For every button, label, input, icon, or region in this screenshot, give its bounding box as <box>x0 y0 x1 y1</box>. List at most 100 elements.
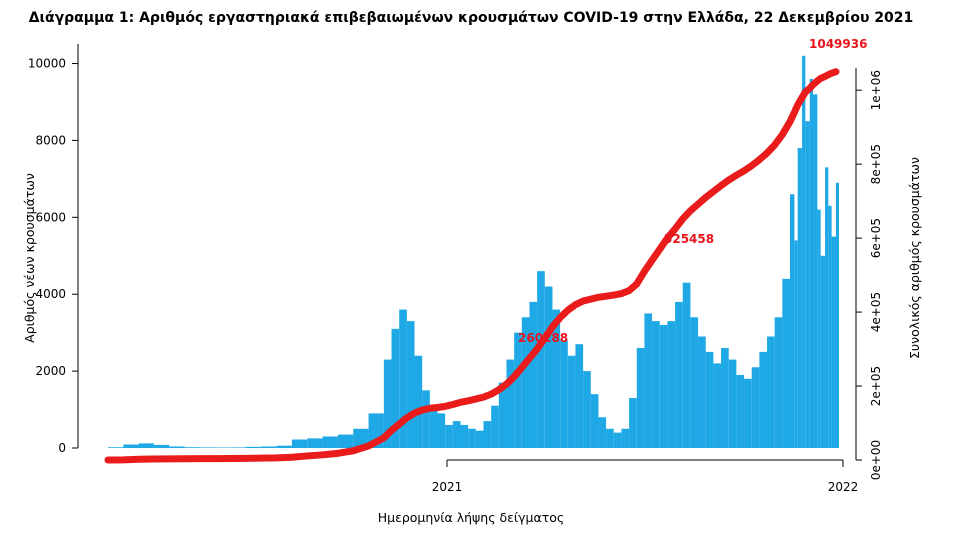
bar <box>613 432 622 448</box>
bar <box>782 278 791 448</box>
bar <box>598 417 607 448</box>
bar <box>728 359 737 448</box>
bar <box>583 371 591 448</box>
y2-tick-label: 1e+06 <box>869 70 883 110</box>
bar <box>506 359 515 448</box>
bar <box>817 209 821 448</box>
x-axis-title: Ημερομηνία λήψης δείγματος <box>378 510 565 525</box>
bar <box>828 205 832 448</box>
bar <box>245 446 262 448</box>
y-tick-label: 2000 <box>35 364 66 378</box>
y2-tick-label: 8e+05 <box>869 144 883 184</box>
bar <box>276 445 292 448</box>
bar <box>552 309 561 448</box>
bar <box>475 430 484 448</box>
bar <box>675 301 683 448</box>
bar <box>383 359 392 448</box>
annotation-total-latest: 1049936 <box>809 37 867 51</box>
bar <box>199 447 216 448</box>
bar <box>621 428 630 448</box>
bar <box>682 282 691 448</box>
bar <box>705 351 714 448</box>
y-axis-title: Αριθμός νέων κρουσμάτων <box>22 173 37 343</box>
bar <box>774 317 783 448</box>
x-axis: 2021 2022 <box>432 459 859 494</box>
bar <box>690 317 699 448</box>
bar <box>794 240 798 448</box>
bar <box>514 332 522 448</box>
bar <box>721 348 729 448</box>
bar <box>437 413 446 448</box>
bar <box>560 340 568 448</box>
x-tick-label-2022: 2022 <box>828 480 859 494</box>
bar <box>291 439 308 448</box>
y-tick-label: 10000 <box>28 57 66 71</box>
bar <box>698 336 706 448</box>
bar <box>337 434 354 448</box>
bar <box>521 317 530 448</box>
bar <box>307 438 323 448</box>
bar <box>108 447 124 448</box>
bar <box>606 428 614 448</box>
bar <box>429 405 438 448</box>
bar <box>659 324 668 448</box>
bar <box>414 355 423 448</box>
left-y-axis: 0 2000 4000 6000 8000 10000 <box>28 44 79 455</box>
y2-tick-label: 6e+05 <box>869 218 883 258</box>
bar <box>744 378 752 448</box>
y-tick-label: 6000 <box>35 210 66 224</box>
bar <box>491 405 499 448</box>
annotation-total-mid: 525458 <box>664 232 714 246</box>
bar <box>809 78 814 448</box>
bar <box>820 255 826 448</box>
y2-tick-label: 4e+05 <box>869 292 883 332</box>
bar <box>825 167 829 448</box>
bar <box>567 355 576 448</box>
y2-tick-label: 0e+00 <box>869 440 883 480</box>
bar <box>391 328 400 448</box>
bar <box>805 121 810 448</box>
right-y-axis: 0e+00 2e+05 4e+05 6e+05 8e+05 1e+06 <box>855 68 883 480</box>
bar <box>590 394 599 448</box>
bar <box>790 194 795 448</box>
annotation-total-early: 260288 <box>518 331 568 345</box>
bar <box>230 447 246 448</box>
y-tick-label: 0 <box>58 441 66 455</box>
bar <box>322 436 338 448</box>
y2-tick-label: 2e+05 <box>869 366 883 406</box>
bar <box>445 424 453 448</box>
bar <box>836 182 839 448</box>
bar <box>406 321 415 448</box>
y-tick-label: 8000 <box>35 133 66 147</box>
x-tick-label-2021: 2021 <box>432 480 463 494</box>
bar <box>667 321 676 448</box>
bar <box>169 446 185 448</box>
bar <box>544 286 553 448</box>
bar <box>452 421 461 448</box>
bar <box>636 348 645 448</box>
bar <box>802 55 806 449</box>
bar <box>629 398 637 448</box>
bar <box>713 363 722 448</box>
bar <box>813 94 818 448</box>
bar <box>736 374 745 448</box>
bar <box>422 390 430 448</box>
bar <box>460 424 469 448</box>
bar <box>831 236 836 448</box>
bar <box>184 447 200 448</box>
bar <box>767 336 775 448</box>
chart-title: Διάγραμμα 1: Αριθμός εργαστηριακά επιβεβ… <box>29 10 914 26</box>
y2-axis-title: Συνολικός αριθμός κρουσμάτων <box>907 157 922 359</box>
bars-layer <box>108 55 839 449</box>
bar <box>751 367 760 448</box>
bar <box>353 428 369 448</box>
bar <box>529 301 538 448</box>
bar <box>797 148 803 448</box>
bar <box>652 321 660 448</box>
bar <box>537 271 545 448</box>
bar <box>483 421 492 448</box>
bar <box>123 444 139 448</box>
bar <box>468 428 476 448</box>
bar <box>153 444 170 448</box>
